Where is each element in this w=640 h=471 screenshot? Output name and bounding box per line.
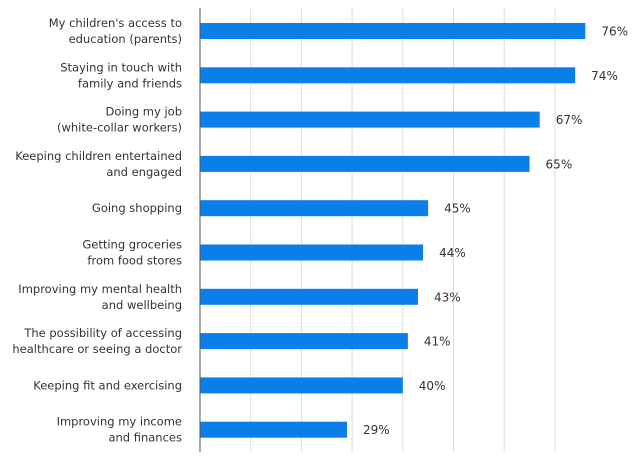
data-label: 41%: [424, 335, 451, 349]
bar: [200, 421, 348, 438]
category-label: Keeping children entertained and engaged: [15, 149, 182, 179]
category-label: Improving my mental health and wellbeing: [18, 282, 182, 312]
category-label-line: and engaged: [106, 165, 182, 179]
category-label-line: The possibility of accessing: [23, 326, 182, 340]
category-label: Keeping fit and exercising: [33, 378, 182, 392]
category-label-line: healthcare or seeing a doctor: [12, 342, 182, 356]
bar: [200, 288, 419, 305]
category-label-line: Keeping fit and exercising: [33, 378, 182, 392]
category-label: Getting groceries from food stores: [82, 238, 182, 268]
data-label: 40%: [419, 379, 446, 393]
category-label-line: Improving my mental health: [18, 282, 182, 296]
bar: [200, 333, 408, 350]
category-label-line: family and friends: [78, 76, 182, 90]
category-label: The possibility of accessing healthcare o…: [12, 326, 182, 356]
category-label: Improving my income and finances: [57, 415, 182, 445]
category-label-line: from food stores: [87, 254, 182, 268]
bar: [200, 244, 424, 261]
category-label-line: Keeping children entertained: [15, 149, 182, 163]
bar: [200, 111, 540, 128]
bar: [200, 23, 586, 39]
category-label-line: My children's access to: [49, 16, 182, 30]
data-label: 45%: [444, 202, 471, 216]
data-label: 67%: [556, 113, 583, 127]
bar: [200, 155, 530, 172]
category-label-line: (white-collar workers): [57, 121, 182, 135]
bar: [200, 200, 429, 217]
category-label-line: Improving my income: [57, 415, 182, 429]
data-label: 65%: [546, 157, 573, 171]
data-label: 29%: [363, 423, 390, 437]
data-label: 74%: [591, 69, 618, 83]
category-label: Going shopping: [92, 201, 182, 215]
category-label-line: and wellbeing: [102, 298, 182, 312]
data-label: 76%: [601, 25, 628, 39]
bar: [200, 67, 576, 84]
data-label: 44%: [439, 246, 466, 260]
category-label-line: and finances: [108, 431, 182, 445]
bar: [200, 377, 403, 394]
data-label: 43%: [434, 290, 461, 304]
category-label: My children's access to education (parent…: [49, 16, 182, 46]
category-label-line: Staying in touch with: [60, 60, 182, 74]
category-label-line: Going shopping: [92, 201, 182, 215]
category-label-line: Getting groceries: [82, 238, 182, 252]
category-label: Doing my job (white-collar workers): [57, 105, 182, 135]
category-label: Staying in touch with family and friends: [60, 60, 182, 90]
category-label-line: Doing my job: [105, 105, 182, 119]
category-label-line: education (parents): [69, 32, 182, 46]
